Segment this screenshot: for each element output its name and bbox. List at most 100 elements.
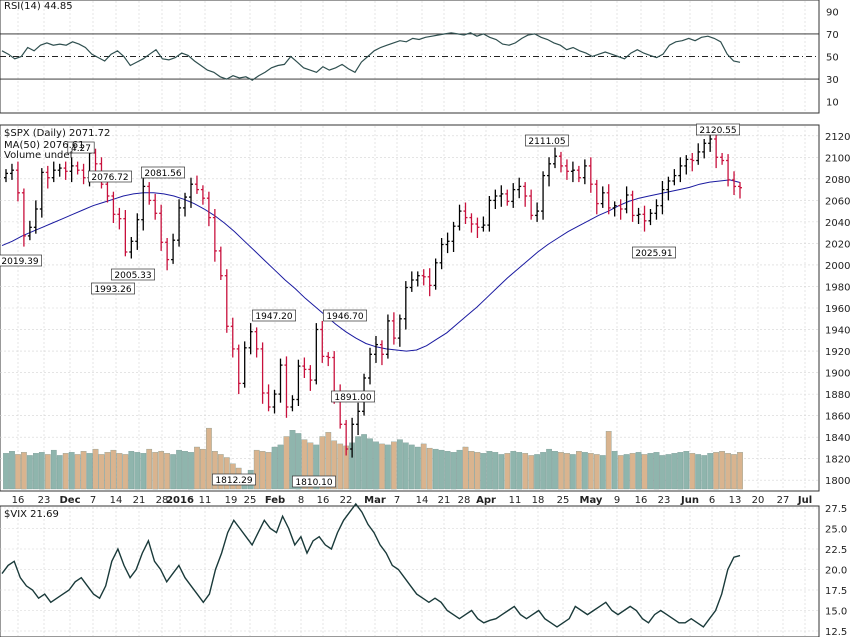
- volume-bar: [188, 452, 194, 490]
- ohlc-bar: [726, 154, 731, 187]
- volume-bar: [474, 452, 481, 490]
- price-ytick-label: 2060: [825, 196, 850, 207]
- volume-bar: [444, 451, 451, 490]
- x-tick-label: 25: [557, 495, 570, 506]
- annotation-box: [88, 170, 132, 183]
- volume-bar: [587, 453, 594, 490]
- ohlc-bar: [123, 210, 128, 257]
- ohlc-bar: [493, 189, 498, 209]
- x-tick-label: 9: [614, 495, 620, 506]
- ohlc-bar: [576, 165, 581, 183]
- rsi-panel: RSI(14) 44.85 90 70 50 30 10: [0, 0, 839, 114]
- volume-bar: [289, 430, 296, 490]
- ohlc-bar: [159, 204, 164, 251]
- ohlc-bar: [702, 139, 707, 159]
- annotation-box: [292, 475, 336, 488]
- ohlc-bar: [278, 358, 283, 403]
- ohlc-bar: [21, 188, 26, 247]
- volume-bar: [116, 453, 123, 490]
- ohlc-bar: [588, 157, 593, 193]
- ohlc-bar: [33, 200, 38, 234]
- volume-bar: [462, 446, 469, 490]
- ohlc-bar: [284, 356, 289, 418]
- volume-bar: [713, 452, 719, 490]
- rsi-title: RSI(14) 44.85: [4, 1, 73, 12]
- ohlc-bar: [111, 191, 116, 223]
- volume-bar: [582, 452, 588, 490]
- annotation-box: [525, 134, 569, 147]
- annotation-box: [212, 473, 256, 486]
- annotation-box: [91, 282, 135, 295]
- ohlc-bar: [302, 357, 307, 378]
- volume-bar: [379, 443, 385, 490]
- x-tick-label: 16: [635, 495, 648, 506]
- volume-bar: [540, 452, 546, 490]
- ohlc-bar: [147, 182, 152, 205]
- x-tick-label: 16: [12, 495, 25, 506]
- ohlc-bar: [350, 417, 355, 458]
- ohlc-bar: [570, 161, 575, 183]
- volume-bar: [397, 439, 403, 490]
- ohlc-bar: [81, 163, 86, 185]
- volume-bar: [331, 440, 338, 490]
- volume-bar: [719, 451, 725, 490]
- volume-bar: [361, 434, 367, 490]
- ohlc-bar: [69, 157, 74, 183]
- annotation-label: 2025.91: [635, 249, 672, 259]
- ohlc-bar: [230, 317, 235, 358]
- ohlc-bar: [451, 221, 456, 252]
- vix-ytick-label: 20.0: [825, 566, 847, 577]
- price-ytick-label: 2040: [825, 218, 850, 229]
- x-tick-label: 23: [658, 495, 671, 506]
- ohlc-bar: [636, 207, 641, 224]
- volume-bar: [134, 452, 141, 490]
- ohlc-bar: [511, 183, 516, 208]
- ohlc-bar: [15, 161, 20, 202]
- volume-bar: [599, 455, 606, 490]
- price-ytick-label: 2000: [825, 261, 850, 272]
- volume-bar: [9, 451, 15, 490]
- ohlc-bar: [200, 185, 205, 205]
- volume-bar: [80, 451, 87, 490]
- volume-bar: [402, 442, 409, 490]
- ohlc-bar: [505, 189, 510, 206]
- ohlc-bar: [212, 209, 217, 262]
- rsi-ytick-label: 70: [826, 30, 839, 41]
- volume-legend: Volume undef: [4, 150, 74, 161]
- ohlc-bar: [39, 168, 44, 218]
- volume-bar: [450, 452, 457, 490]
- ohlc-bar: [165, 238, 170, 271]
- volume-bar: [605, 431, 612, 490]
- vix-panel: $VIX 21.69 27.5 25.0 22.5 20.0 17.5 15.0 12.5: [0, 502, 847, 638]
- ohlc-bar: [254, 327, 259, 358]
- volume-bar: [623, 454, 630, 490]
- volume-bar: [44, 454, 51, 490]
- volume-bar: [701, 455, 708, 490]
- ohlc-bar: [463, 202, 468, 224]
- volume-bar: [21, 452, 27, 490]
- price-ytick-label: 1860: [825, 412, 850, 423]
- ohlc-bar: [266, 384, 271, 412]
- volume-bar: [277, 444, 284, 490]
- volume-bar: [355, 436, 361, 490]
- volume-bar: [438, 449, 445, 490]
- ohlc-bar: [535, 202, 540, 222]
- x-tick-label: 14: [416, 495, 429, 506]
- ohlc-bar: [379, 340, 384, 366]
- volume-bar: [504, 453, 511, 490]
- vix-ytick-label: 12.5: [825, 627, 847, 637]
- x-tick-label: Feb: [265, 495, 285, 506]
- price-ytick-label: 1900: [825, 369, 850, 380]
- volume-bar: [128, 451, 135, 490]
- volume-bar: [182, 451, 188, 490]
- volume-bar: [432, 448, 439, 490]
- x-tick-label: Apr: [476, 495, 496, 506]
- volume-bar: [498, 454, 505, 490]
- price-grid: [0, 126, 819, 490]
- price-bars: [4, 130, 742, 458]
- ohlc-bar: [188, 177, 193, 208]
- volume-bar: [516, 452, 523, 490]
- volume-bar: [414, 446, 421, 490]
- ohlc-bar: [63, 161, 68, 180]
- price-ytick-label: 1940: [825, 326, 850, 337]
